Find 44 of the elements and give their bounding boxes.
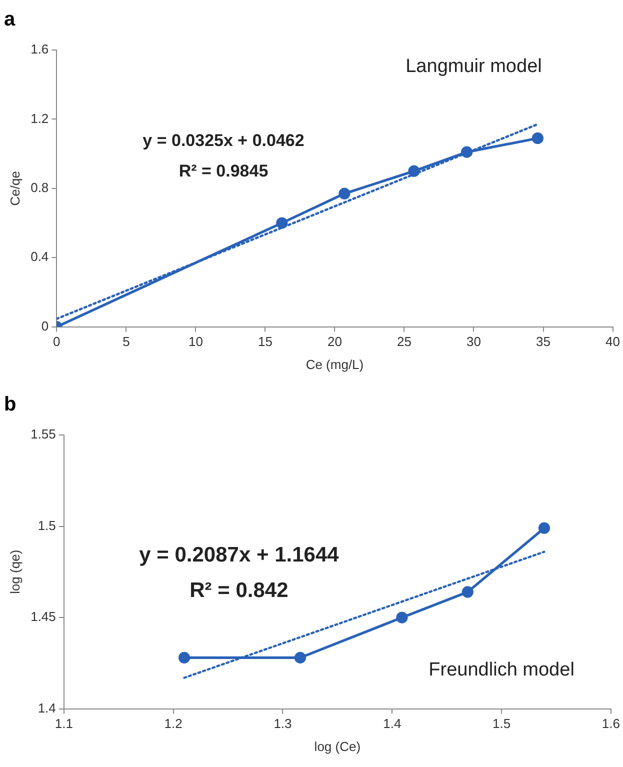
point [294, 652, 306, 664]
chart-title: b [4, 394, 16, 416]
point [532, 132, 544, 144]
x-tick-label: 20 [327, 334, 342, 350]
annotation: Langmuir model [406, 56, 542, 77]
x-tick-label: 5 [122, 334, 130, 350]
point [178, 652, 190, 664]
y-axis-title: Ce/qe [7, 171, 22, 206]
x-tick-label: 1.5 [492, 716, 511, 732]
x-tick-label: 25 [397, 334, 412, 350]
annotation: R² = 0.9845 [178, 161, 268, 180]
x-axis-title: Ce (mg/L) [306, 356, 364, 372]
x-tick-label: 1.6 [602, 716, 620, 732]
chart-title: a [4, 8, 16, 31]
y-tick-label: 0.4 [30, 249, 49, 264]
x-axis-title: log (Ce) [314, 738, 361, 754]
annotation: Freundlich model [428, 660, 574, 681]
x-tick-label: 1.2 [164, 716, 182, 732]
point [408, 165, 420, 177]
x-tick-label: 30 [466, 334, 481, 350]
point [276, 217, 288, 229]
annotation: y = 0.2087x + 1.1644 [139, 543, 340, 566]
y-axis-title: log (qe) [7, 550, 22, 594]
y-tick-label: 0 [41, 318, 49, 334]
annotation: R² = 0.842 [190, 578, 288, 602]
y-tick-label: 1.5 [38, 518, 56, 533]
y-tick-label: 1.6 [30, 42, 49, 57]
annotation: y = 0.0325x + 0.0462 [142, 131, 304, 150]
x-tick-label: 10 [188, 334, 203, 350]
x-tick-label: 1.3 [274, 716, 292, 732]
y-tick-label: 1.45 [30, 609, 56, 624]
point [462, 586, 474, 598]
point [396, 612, 408, 624]
y-tick-label: 0.8 [30, 180, 49, 195]
point [338, 188, 350, 200]
y-tick-label: 1.55 [30, 426, 56, 442]
y-tick-label: 1.2 [30, 110, 49, 126]
x-tick-label: 15 [258, 334, 272, 350]
point [538, 522, 550, 534]
y-tick-label: 1.4 [38, 700, 56, 716]
x-tick-label: 35 [536, 334, 550, 350]
x-tick-label: 40 [606, 334, 620, 350]
x-tick-label: 1.4 [383, 716, 402, 732]
x-tick-label: 1.1 [54, 716, 73, 732]
